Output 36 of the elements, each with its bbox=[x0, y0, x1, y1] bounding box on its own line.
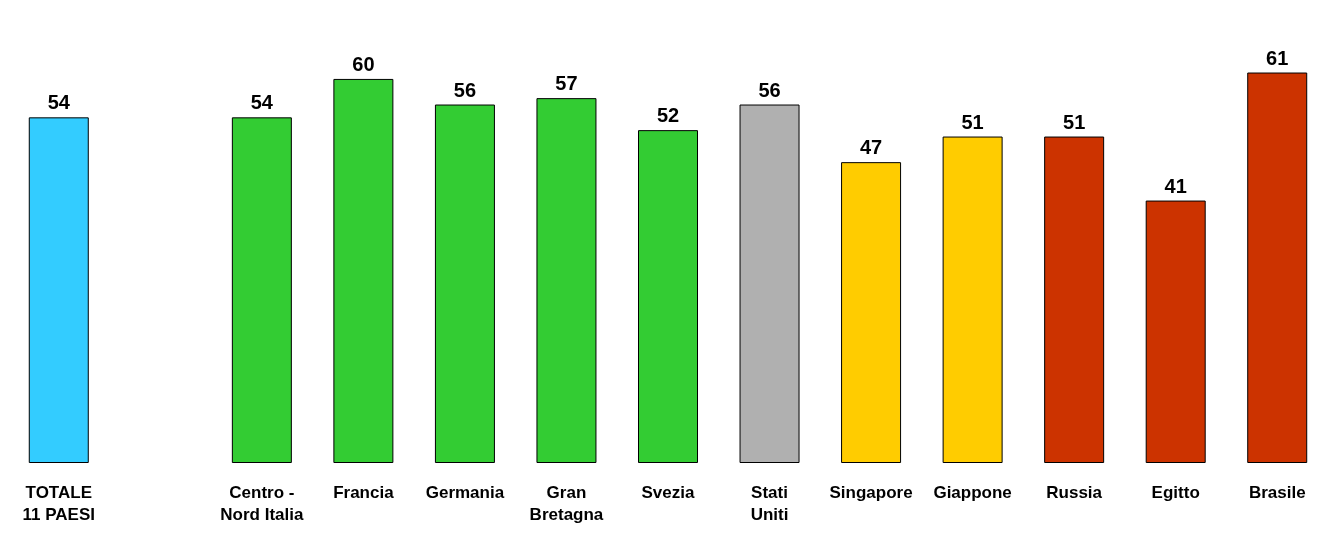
data-label: 54 bbox=[47, 91, 71, 114]
x-tick-label: Egitto bbox=[1151, 482, 1200, 502]
data-label: 56 bbox=[453, 78, 477, 101]
bar bbox=[1145, 200, 1206, 463]
data-label: 60 bbox=[352, 52, 375, 75]
bar bbox=[841, 162, 902, 463]
x-tick-label: Germania bbox=[425, 482, 505, 502]
data-label: 51 bbox=[1063, 110, 1086, 133]
data-label: 57 bbox=[555, 72, 578, 95]
bar bbox=[333, 78, 394, 463]
x-tick-label: Gran Bretagna bbox=[529, 482, 604, 524]
bar bbox=[942, 136, 1003, 463]
bar bbox=[739, 104, 800, 463]
bar bbox=[536, 98, 597, 463]
x-tick-label: Francia bbox=[333, 482, 395, 502]
data-label: 47 bbox=[859, 136, 883, 159]
x-tick-label: Brasile bbox=[1248, 482, 1306, 502]
bar bbox=[1044, 136, 1105, 463]
data-label: 51 bbox=[961, 110, 984, 133]
bar bbox=[638, 130, 698, 463]
x-tick-label: Stati Uniti bbox=[750, 482, 789, 524]
bar bbox=[28, 117, 89, 463]
data-label: 52 bbox=[656, 104, 680, 127]
x-tick-label: TOTALE 11 PAESI bbox=[22, 482, 95, 524]
bar bbox=[231, 117, 292, 463]
x-tick-label: Singapore bbox=[829, 482, 913, 502]
x-tick-label: Centro - Nord Italia bbox=[220, 482, 304, 524]
x-tick-label: Giappone bbox=[933, 482, 1012, 502]
bar bbox=[434, 104, 495, 463]
x-tick-label: Russia bbox=[1046, 482, 1103, 502]
bar bbox=[1247, 72, 1308, 463]
data-label: 54 bbox=[250, 91, 274, 114]
data-label: 56 bbox=[758, 78, 781, 101]
data-label: 41 bbox=[1164, 174, 1187, 197]
data-label: 61 bbox=[1266, 46, 1289, 69]
x-tick-label: Svezia bbox=[641, 482, 695, 502]
